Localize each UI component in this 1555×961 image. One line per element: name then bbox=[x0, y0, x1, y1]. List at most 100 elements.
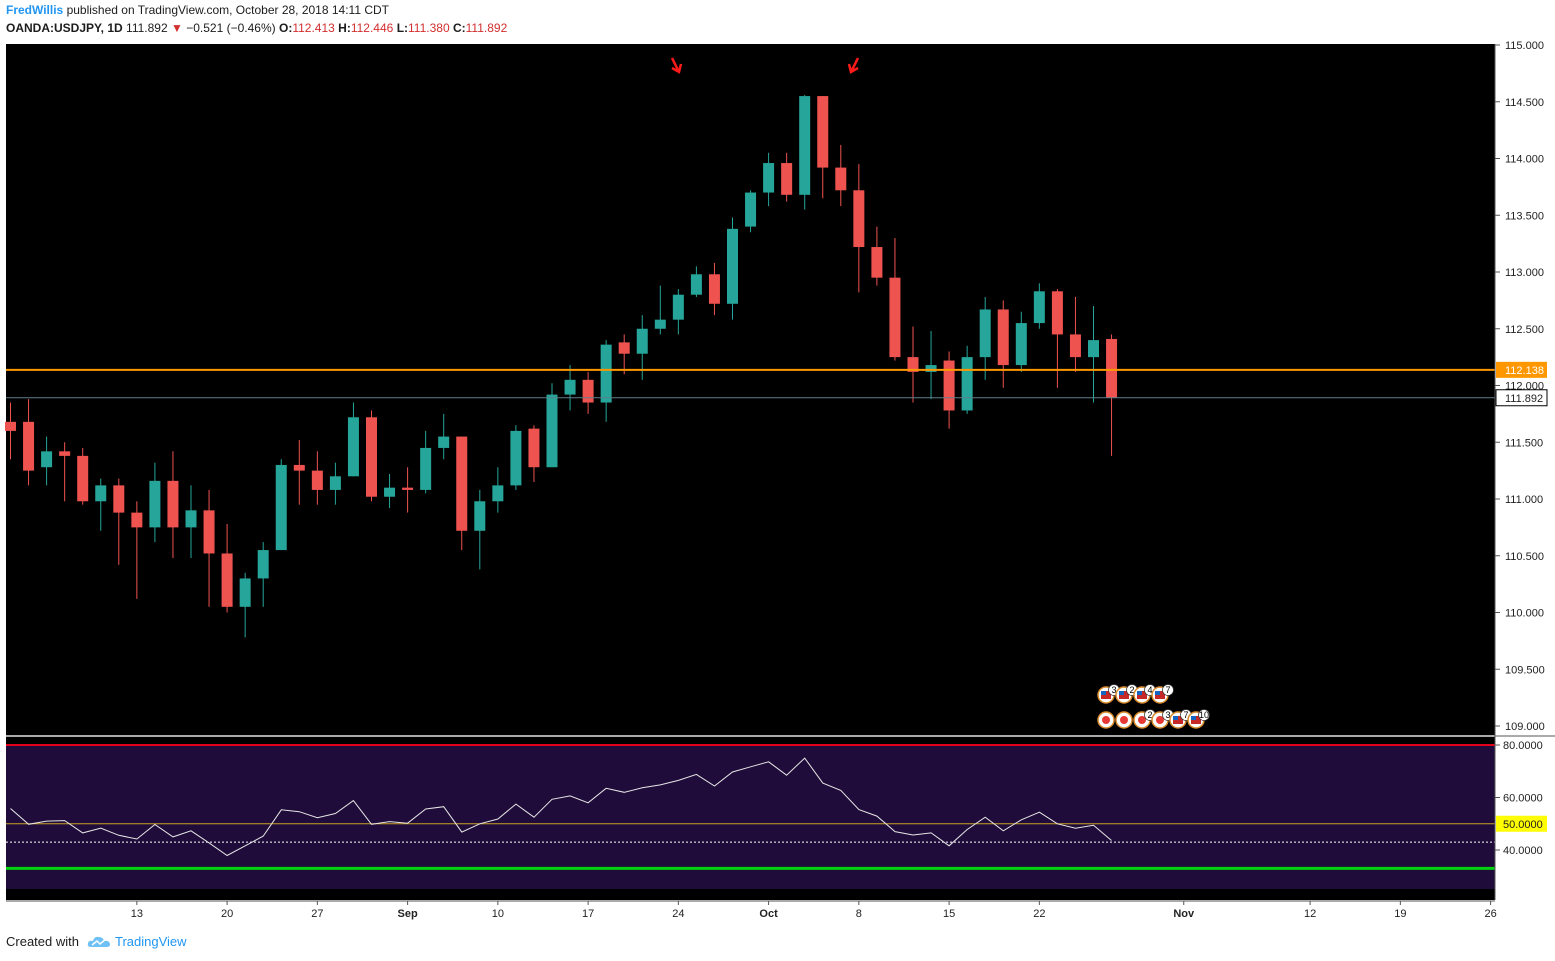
candle-body bbox=[1033, 291, 1045, 324]
flag-canton bbox=[1191, 716, 1196, 720]
rsi-tick-label: 80.0000 bbox=[1503, 740, 1543, 752]
candle-body bbox=[672, 294, 684, 320]
candle-body bbox=[113, 485, 125, 513]
candle-body bbox=[961, 357, 973, 411]
candle-body bbox=[1088, 340, 1099, 358]
flag-canton bbox=[1119, 691, 1124, 695]
candle-body bbox=[618, 342, 630, 354]
high-label: H: bbox=[338, 21, 351, 35]
price-tick-label: 110.500 bbox=[1505, 551, 1544, 563]
low-label: L: bbox=[396, 21, 409, 35]
symbol-info-line: OANDA:USDJPY, 1D 111.892 ▼ −0.521 (−0.46… bbox=[6, 21, 507, 35]
flag-canton bbox=[1101, 691, 1106, 695]
candle-body bbox=[474, 501, 486, 531]
time-tick-label: Nov bbox=[1173, 908, 1195, 920]
rsi-axis-labels: 80.0000 60.0000 40.0000 50.0000 bbox=[1495, 740, 1547, 857]
candle-body bbox=[1015, 323, 1027, 366]
publication-line: FredWillis published on TradingView.com,… bbox=[6, 3, 389, 17]
last-price: 111.892 bbox=[126, 21, 168, 35]
price-tick-label: 113.500 bbox=[1505, 210, 1544, 222]
created-with-label: Created with bbox=[6, 934, 79, 949]
candle-body bbox=[347, 417, 359, 477]
candle-body bbox=[799, 96, 811, 195]
arrow-shaft bbox=[850, 57, 860, 71]
time-tick-label: 22 bbox=[1033, 908, 1045, 920]
candle-body bbox=[420, 447, 432, 490]
candle-body bbox=[239, 578, 251, 607]
flag-sun bbox=[1156, 716, 1164, 724]
last-price-badge bbox=[1495, 389, 1548, 407]
candle-body bbox=[293, 464, 305, 471]
high-value: 112.446 bbox=[350, 21, 394, 35]
candlestick-series bbox=[5, 94, 1118, 638]
event-count-badge bbox=[1162, 684, 1174, 696]
candle-body bbox=[528, 428, 540, 468]
symbol-label[interactable]: OANDA:USDJPY, 1D bbox=[6, 21, 123, 35]
price-tick-label: 109.000 bbox=[1505, 721, 1545, 733]
event-count-label: 7 bbox=[1165, 685, 1170, 695]
price-tick-label: 109.500 bbox=[1505, 664, 1545, 676]
candle-body bbox=[492, 485, 504, 502]
time-tick-label: 15 bbox=[943, 908, 955, 920]
candle-body bbox=[329, 476, 341, 490]
candle-body bbox=[384, 487, 396, 497]
candle-body bbox=[943, 360, 955, 411]
annotation-arrows bbox=[670, 57, 860, 74]
rsi-tick-label: 40.0000 bbox=[1503, 845, 1543, 857]
us-flag-event-icon: 7 bbox=[1169, 709, 1192, 729]
rsi-midline-label: 50.0000 bbox=[1503, 819, 1543, 831]
event-count-badge bbox=[1198, 709, 1210, 721]
candle-body bbox=[131, 512, 143, 528]
arrow-shaft bbox=[670, 57, 680, 71]
close-label: C: bbox=[452, 21, 466, 35]
flag-canton bbox=[1155, 691, 1160, 695]
arrow-head bbox=[847, 63, 859, 74]
change-down-icon: ▼ bbox=[171, 21, 183, 35]
hline-price-label: 112.138 bbox=[1505, 365, 1544, 377]
candle-body bbox=[745, 192, 757, 227]
hline-price-badge bbox=[1496, 361, 1547, 378]
candle-body bbox=[366, 417, 377, 497]
rsi-pane-background[interactable] bbox=[6, 744, 1495, 889]
close-value: 111.892 bbox=[465, 21, 508, 35]
time-tick-label: 8 bbox=[856, 908, 862, 920]
jp-flag-event-icon bbox=[1115, 711, 1133, 729]
jp-flag-event-icon bbox=[1097, 711, 1115, 729]
main-pane-background[interactable] bbox=[6, 44, 1495, 735]
time-axis-labels: 13 20 27 Sep 10 17 24 Oct 8 15 22 Nov 12 19 26 bbox=[131, 901, 1497, 920]
candle-body bbox=[546, 394, 558, 468]
footer: Created with TradingView bbox=[6, 934, 187, 949]
candle-body bbox=[600, 344, 612, 403]
price-tick-label: 111.500 bbox=[1505, 437, 1543, 449]
rsi-line bbox=[10, 757, 1112, 857]
candle-body bbox=[1051, 291, 1063, 335]
candle-body bbox=[456, 436, 468, 531]
candle-body bbox=[997, 309, 1009, 366]
author-link[interactable]: FredWillis bbox=[6, 3, 64, 17]
tradingview-cloud-icon bbox=[87, 936, 110, 947]
price-axis[interactable] bbox=[1495, 44, 1555, 900]
price-tick-label: 110.000 bbox=[1505, 608, 1544, 620]
time-axis[interactable] bbox=[6, 901, 1495, 923]
time-tick-label: 19 bbox=[1394, 908, 1406, 920]
candle-body bbox=[203, 510, 215, 554]
time-tick-label: Oct bbox=[759, 908, 778, 920]
tradingview-brand-link[interactable]: TradingView bbox=[114, 934, 187, 949]
candle-body bbox=[871, 247, 883, 278]
candle-body bbox=[564, 379, 576, 395]
time-tick-label: 13 bbox=[131, 908, 143, 920]
us-flag-event-icon: 7 bbox=[1151, 684, 1174, 704]
candle-body bbox=[853, 190, 865, 248]
candle-body bbox=[636, 328, 648, 354]
candle-body bbox=[1106, 338, 1118, 398]
candle-body bbox=[77, 455, 89, 502]
candle-body bbox=[167, 480, 179, 528]
rsi-pane-lines bbox=[6, 744, 1495, 870]
candle-body bbox=[23, 421, 35, 471]
low-value: 111.380 bbox=[408, 21, 450, 35]
time-tick-label: 20 bbox=[221, 908, 233, 920]
time-tick-label: 24 bbox=[672, 908, 684, 920]
event-count-label: 4 bbox=[1147, 685, 1152, 695]
us-flag-event-icon: 10 bbox=[1187, 709, 1210, 729]
